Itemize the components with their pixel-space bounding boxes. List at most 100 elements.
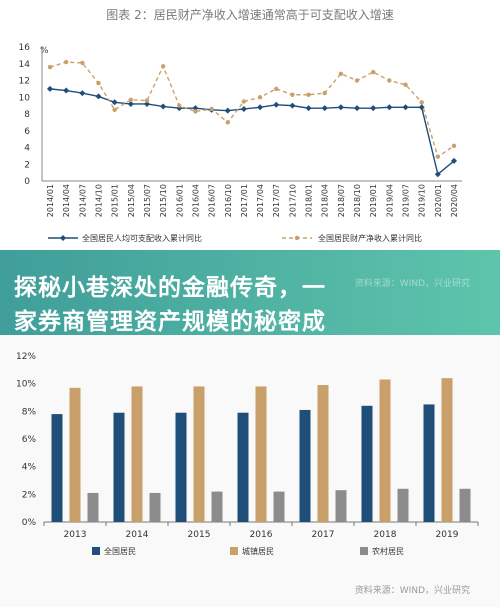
y-tick-label: 0 (24, 177, 30, 187)
data-point (160, 103, 167, 110)
y-tick-label: 0% (22, 518, 37, 528)
y-tick-label: 8% (22, 407, 37, 417)
top-chart-title: 图表 2：居民财产净收入增速通常高于可支配收入增速 (106, 8, 394, 22)
data-point (79, 90, 86, 97)
x-tick-label: 2014/01 (46, 184, 55, 217)
bar (211, 491, 223, 522)
bar (335, 490, 347, 522)
bar (87, 492, 99, 522)
faded-source-text: 资料来源：WIND，兴业研究 (354, 279, 470, 289)
bar-chart: 0% 2% 4% 6% 8% 10% 12% 2013 2014 2015 2016 2017 2018… (16, 352, 479, 556)
x-tick-label: 2016/04 (191, 184, 200, 217)
x-tick-label: 2015/01 (111, 184, 120, 217)
x-tick-label: 2019/01 (369, 184, 378, 217)
headline-banner[interactable]: 资料来源：WIND，兴业研究 (0, 250, 500, 335)
legend-label-1: 全国居民人均可支配收入累计同比 (82, 233, 202, 243)
bar (237, 412, 249, 522)
x-tick-label: 2020/04 (450, 184, 459, 217)
x-tick-label: 2018/04 (321, 184, 330, 217)
data-point (47, 64, 53, 70)
data-point (128, 97, 133, 102)
bar (113, 412, 125, 522)
bar (51, 414, 63, 522)
bar (193, 386, 205, 522)
bar (423, 404, 435, 522)
bar (131, 386, 143, 522)
data-point (144, 98, 150, 103)
y-tick-label: 12% (16, 352, 36, 362)
data-point (305, 105, 312, 112)
y-tick-label: 10 (19, 93, 31, 103)
y-tick-label: 2 (24, 160, 30, 170)
x-tick-label: 2018/07 (337, 184, 346, 217)
legend-label-1: 全国居民 (104, 546, 136, 556)
x-tick-label: 2013 (64, 530, 87, 540)
data-point (241, 99, 247, 104)
data-point (111, 99, 118, 106)
bar (175, 412, 187, 522)
legend-label-2: 全国居民财产净收入累计同比 (318, 233, 422, 243)
x-tick-label: 2018 (374, 530, 397, 540)
data-point (290, 92, 295, 97)
data-point (321, 105, 328, 112)
x-tick-label: 2017/01 (240, 184, 249, 217)
bar (459, 488, 471, 522)
data-point (240, 105, 247, 112)
y-tick-label: 6% (22, 435, 37, 445)
data-point (451, 143, 457, 149)
bar (397, 488, 409, 522)
data-point (419, 100, 424, 105)
y-axis-unit: % (40, 46, 49, 56)
headline-line-2[interactable]: 家券商管理资产规模的秘密成 (14, 309, 326, 335)
x-tick-label: 2016/01 (175, 184, 184, 217)
data-point (403, 82, 408, 87)
data-point (337, 104, 344, 111)
data-point (177, 103, 182, 108)
y-tick-label: 8 (24, 110, 30, 120)
data-point (451, 157, 457, 164)
x-tick-label: 2019 (436, 530, 459, 540)
data-point (224, 107, 231, 114)
data-point (63, 87, 70, 94)
data-point (96, 80, 101, 86)
x-tick-label: 2019/04 (385, 184, 394, 217)
legend-swatch-2 (230, 547, 238, 555)
y-tick-label: 4% (22, 463, 37, 473)
bar (255, 386, 267, 522)
data-point (306, 92, 311, 97)
headline-line-1[interactable]: 探秘小巷深处的金融传奇，一 (14, 275, 326, 301)
bar (441, 378, 453, 522)
data-point (371, 69, 376, 75)
data-point (192, 105, 199, 112)
x-tick-label: 2016/07 (208, 184, 217, 217)
series-line-1 (49, 88, 455, 176)
x-tick-label: 2016 (250, 530, 273, 540)
data-point (63, 59, 69, 65)
y-tick-label: 10% (16, 380, 36, 390)
data-point (370, 105, 377, 112)
bar (361, 405, 373, 522)
data-point (434, 171, 441, 178)
data-point (322, 90, 327, 96)
x-tick-label: 2015/04 (127, 184, 136, 217)
x-tick-label: 2015/10 (159, 184, 168, 217)
bar (149, 492, 161, 522)
legend-label-3: 农村居民 (372, 546, 404, 556)
x-tick-label: 2014 (126, 530, 149, 540)
legend-swatch-3 (360, 547, 368, 555)
data-point (80, 60, 85, 66)
data-point (209, 106, 214, 112)
bar (317, 385, 329, 522)
x-tick-label: 2017 (312, 530, 335, 540)
x-tick-label: 2018/10 (353, 184, 362, 217)
data-point (435, 154, 441, 159)
data-point (143, 100, 150, 107)
line-chart: % 0 2 4 6 8 10 12 14 16 2014/01 2014/04 2014/07 2014/… (19, 43, 462, 243)
bar (379, 379, 391, 522)
data-point (160, 64, 166, 69)
bar (69, 387, 81, 522)
data-point (402, 104, 409, 111)
x-tick-label: 2015/07 (143, 184, 152, 217)
y-tick-label: 2% (22, 490, 37, 500)
data-point (257, 104, 264, 111)
